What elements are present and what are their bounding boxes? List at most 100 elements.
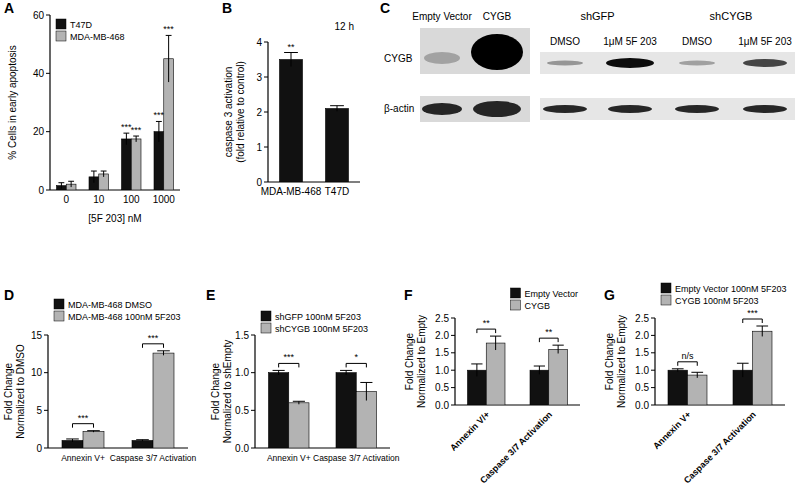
y-tick-label: 1.5 (635, 347, 649, 358)
y-tick (451, 318, 455, 319)
chart: B01234caspase 3 activation(fold relative… (222, 0, 360, 197)
y-tick (264, 147, 268, 148)
legend-label: shCYGB 100nM 5F203 (275, 324, 368, 334)
chart: A0204060% Cells in early apoptosis010100… (4, 0, 180, 224)
legend: Empty VectorCYGB (510, 288, 578, 311)
y-tick (651, 318, 655, 319)
y-tick-label: 1.5 (435, 347, 449, 358)
y-axis-label: Normalized to Empty (416, 315, 427, 408)
annotation: *** (78, 413, 89, 423)
legend-swatch (510, 288, 520, 298)
y-tick (44, 372, 48, 373)
y-axis (49, 15, 50, 190)
band (471, 34, 523, 70)
plot-area (62, 351, 174, 448)
error-bar (156, 121, 162, 141)
panel-label: A (4, 0, 14, 16)
x-tick-label: Annexin V/+ (448, 409, 492, 453)
bar (122, 139, 132, 190)
y-axis-label: Normalized to shEmpty (222, 340, 233, 443)
error-bar (166, 35, 172, 82)
error-bar (273, 370, 285, 375)
bar (280, 60, 303, 183)
panel-label: D (4, 287, 14, 303)
band (679, 61, 715, 66)
y-tick-label: 10 (31, 367, 43, 378)
band (606, 58, 654, 68)
y-tick-label: 0.5 (235, 405, 249, 416)
annotation: *** (131, 125, 142, 135)
legend-label: Empty Vector (524, 289, 578, 299)
error-bar (58, 183, 64, 189)
y-tick (251, 372, 255, 373)
legend-swatch (261, 323, 271, 333)
plot-area (57, 35, 174, 190)
x-tick-label: Annexin V+ (267, 453, 311, 463)
legend-swatch (54, 311, 64, 321)
y-tick (651, 387, 655, 388)
group-label: shGFP (580, 10, 614, 22)
row-label: β-actin (384, 103, 414, 114)
y-tick (264, 112, 268, 113)
legend-swatch (56, 31, 66, 41)
y-tick-label: 0.0 (235, 443, 249, 454)
y-tick (451, 370, 455, 371)
y-tick-label: 15 (31, 330, 43, 341)
y-tick-label: 1 (256, 142, 262, 153)
y-tick (46, 73, 50, 74)
plot-area (280, 53, 349, 183)
y-axis (654, 318, 655, 405)
band (547, 61, 583, 66)
significance-bracket (73, 424, 94, 428)
y-tick (451, 387, 455, 388)
y-tick-label: 2.5 (635, 313, 649, 324)
legend-swatch (661, 295, 671, 305)
y-tick-label: 1.0 (235, 367, 249, 378)
x-tick-label: Annexin V+ (651, 409, 693, 451)
error-bar (101, 171, 107, 177)
bar (688, 375, 708, 405)
blot-membrane (420, 28, 530, 74)
y-tick (251, 410, 255, 411)
legend-swatch (54, 299, 64, 309)
bar (549, 349, 568, 405)
x-tick-label: Annexin V+ (61, 453, 105, 463)
y-tick (264, 182, 268, 183)
legend: Empty Vector 100nM 5F203CYGB 100nM 5F203 (661, 283, 787, 306)
y-tick-label: 3 (256, 72, 262, 83)
y-axis-label: Fold Change (210, 362, 221, 420)
significance-bracket (678, 362, 698, 366)
band (743, 105, 787, 113)
chart: G0.00.51.01.52.02.5Fold ChangeNormalized… (604, 283, 787, 486)
bar (486, 343, 505, 405)
blot-membrane (540, 52, 795, 74)
error-bar (737, 363, 749, 377)
y-tick-label: 60 (33, 10, 45, 21)
row-label: CYGB (384, 53, 413, 64)
y-tick (44, 410, 48, 411)
annotation: ** (483, 318, 491, 328)
legend-swatch (661, 283, 671, 293)
y-tick-label: 4 (256, 37, 262, 48)
error-bar (756, 326, 768, 336)
panel-label: F (404, 287, 413, 303)
lane-label: 1μM 5F 203 (738, 36, 792, 47)
y-tick (251, 448, 255, 449)
lane-label: DMSO (550, 36, 580, 47)
legend-label: T47D (70, 20, 93, 30)
y-tick-label: 0.5 (635, 382, 649, 393)
y-tick-label: 2 (256, 107, 262, 118)
subtitle: 12 h (335, 21, 354, 32)
y-tick-label: 1.0 (435, 365, 449, 376)
y-tick (264, 42, 268, 43)
error-bar (672, 369, 684, 372)
y-tick (451, 405, 455, 406)
legend-label: CYGB 100nM 5F203 (675, 296, 759, 306)
plot-area (468, 336, 568, 405)
error-bar (284, 53, 298, 67)
annotation: ** (287, 42, 295, 52)
y-axis (254, 335, 255, 448)
legend-label: shGFP 100nM 5F203 (275, 312, 361, 322)
bar (132, 440, 153, 448)
bar (668, 370, 688, 405)
